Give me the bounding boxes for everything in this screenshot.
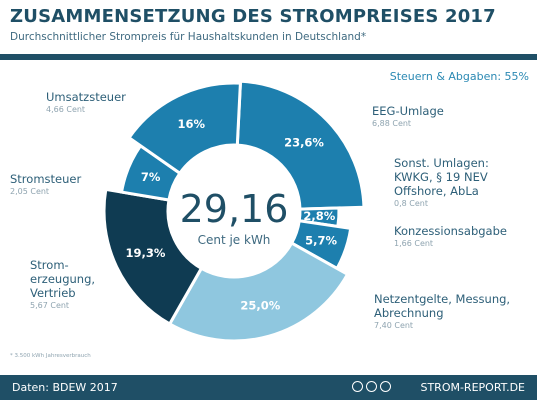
label-konzessionsabgabe-name: Konzessionsabgabe [394, 224, 507, 238]
cc-icon [352, 381, 363, 392]
label-sonst-umlagen-name: Sonst. Umlagen: KWKG, § 19 NEV Offshore,… [394, 156, 489, 198]
label-stromsteuer-name: Stromsteuer [10, 172, 82, 186]
nd-icon [380, 381, 391, 392]
footer-site-link[interactable]: STROM-REPORT.DE [420, 381, 525, 394]
slice-percent-label-6: 16% [178, 117, 206, 131]
label-netzentgelte: Netzentgelte, Messung, Abrechnung 7,40 C… [374, 292, 530, 331]
label-eeg-umlage: EEG-Umlage 6,88 Cent [372, 104, 522, 129]
donut-hole [168, 145, 300, 277]
label-konzessionsabgabe: Konzessionsabgabe 1,66 Cent [394, 224, 534, 249]
page-title: ZUSAMMENSETZUNG DES STROMPREISES 2017 [10, 6, 496, 27]
label-stromsteuer-value: 2,05 Cent [10, 187, 50, 196]
footer-source: Daten: BDEW 2017 [12, 381, 118, 394]
slice-percent-label-2: 5,7% [305, 234, 337, 248]
slice-percent-label-1: 2,8% [303, 209, 335, 223]
label-eeg-umlage-name: EEG-Umlage [372, 104, 444, 118]
center-unit: Cent je kWh [198, 233, 271, 247]
label-umsatzsteuer: Umsatzsteuer 4,66 Cent [46, 90, 146, 115]
footnote: * 3.500 kWh Jahresverbrauch [10, 353, 91, 359]
center-value: 29,16 [180, 187, 289, 231]
slice-0 [235, 79, 366, 211]
label-sonst-umlagen-value: 0,8 Cent [394, 199, 428, 208]
label-stromerzeugung: Strom-erzeugung, Vertrieb 5,67 Cent [30, 258, 96, 311]
label-stromerzeugung-name: Strom-erzeugung, Vertrieb [30, 258, 96, 300]
label-umsatzsteuer-value: 4,66 Cent [46, 105, 86, 114]
footer-bar: Daten: BDEW 2017 STROM-REPORT.DE [0, 375, 537, 400]
page-subtitle: Durchschnittlicher Strompreis für Hausha… [10, 31, 367, 43]
license-icons [352, 381, 391, 392]
label-stromsteuer: Stromsteuer 2,05 Cent [10, 172, 100, 197]
label-stromerzeugung-value: 5,67 Cent [30, 301, 70, 310]
taxes-note: Steuern & Abgaben: 55% [389, 70, 529, 83]
label-konzessionsabgabe-value: 1,66 Cent [394, 239, 434, 248]
slice-percent-label-3: 25,0% [240, 298, 280, 312]
label-sonst-umlagen: Sonst. Umlagen: KWKG, § 19 NEV Offshore,… [394, 156, 524, 209]
label-eeg-umlage-value: 6,88 Cent [372, 119, 412, 128]
slices-group [102, 79, 366, 343]
label-netzentgelte-value: 7,40 Cent [374, 321, 414, 330]
header-divider [0, 54, 537, 60]
by-icon [366, 381, 377, 392]
percent-labels-group: 23,6% 2,8% 5,7% 25,0% 19,3% 7% 16% [126, 117, 338, 312]
slice-percent-label-0: 23,6% [284, 135, 324, 149]
slice-percent-label-5: 7% [141, 170, 161, 184]
label-netzentgelte-name: Netzentgelte, Messung, Abrechnung [374, 292, 511, 320]
label-umsatzsteuer-name: Umsatzsteuer [46, 90, 126, 104]
slice-percent-label-4: 19,3% [126, 246, 166, 260]
slice-6 [126, 81, 242, 176]
